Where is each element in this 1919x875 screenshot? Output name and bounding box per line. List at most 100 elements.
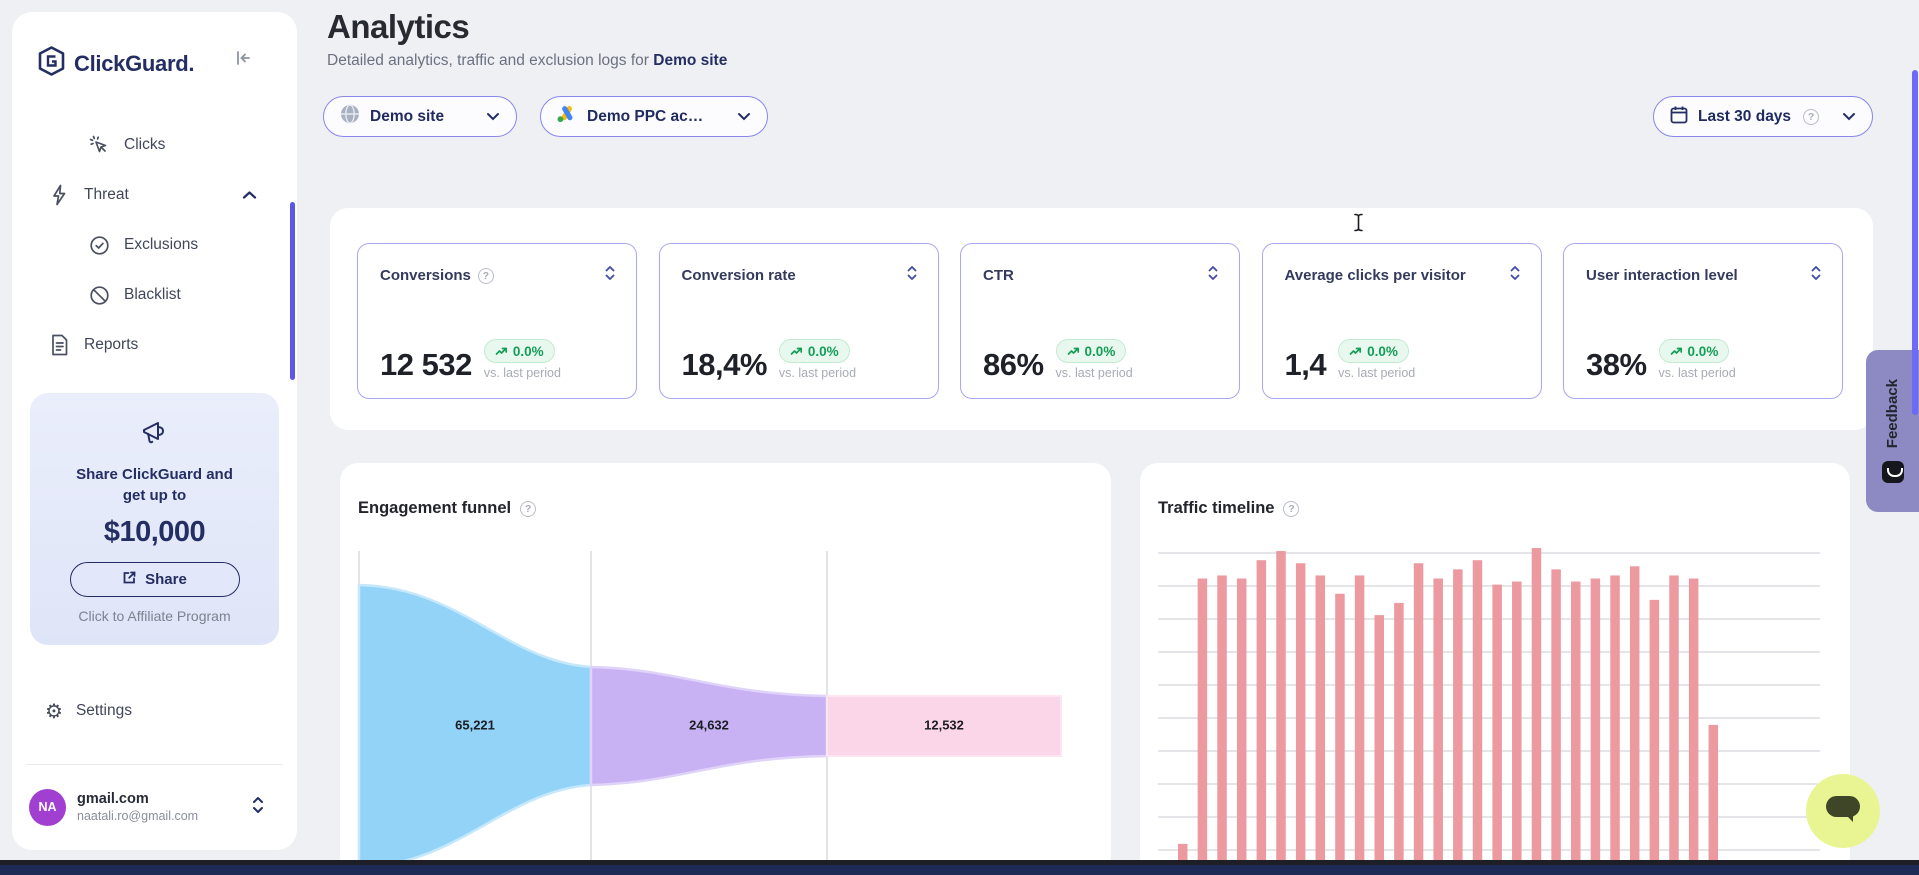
traffic-bar-10 — [1374, 615, 1384, 875]
sidebar-item-reports[interactable]: Reports — [12, 320, 297, 370]
promo-line2: get up to — [122, 487, 187, 504]
kpi-card-4: User interaction level 38% 0.0% vs. last pe… — [1563, 243, 1843, 399]
help-icon[interactable]: ? — [477, 267, 494, 284]
traffic-bar-15 — [1472, 560, 1483, 875]
kpi-delta-badge: 0.0% — [778, 339, 850, 363]
sidebar-item-blacklist[interactable]: Blacklist — [12, 270, 297, 320]
kpi-caption: vs. last period — [778, 366, 857, 380]
bottom-dock-bar — [0, 860, 1919, 875]
account-name: gmail.com — [77, 791, 149, 807]
traffic-bar-6 — [1295, 563, 1306, 875]
kpi-value: 12 532 — [380, 347, 472, 382]
kpi-card-2: CTR 86% 0.0% vs. last period — [960, 243, 1240, 399]
sidebar-item-label: Blacklist — [124, 286, 181, 303]
kpi-label: CTR — [983, 267, 1014, 284]
calendar-icon — [1670, 105, 1688, 129]
traffic-bar-26 — [1688, 578, 1699, 875]
kpi-value: 1,4 — [1284, 347, 1327, 382]
cursor-click-icon — [88, 134, 110, 156]
traffic-bar-8 — [1335, 593, 1345, 875]
chevron-updown-icon — [251, 794, 265, 821]
kpi-card-0: Conversions? 12 532 0.0% vs. last period — [357, 243, 637, 399]
site-selector[interactable]: Demo site — [323, 96, 517, 137]
chevron-down-icon — [1842, 108, 1856, 126]
chevron-down-icon — [737, 108, 751, 126]
traffic-bar-21 — [1590, 578, 1601, 875]
account-email: naatali.ro@gmail.com — [77, 809, 199, 823]
feedback-tab[interactable]: Feedback — [1866, 350, 1919, 512]
kpi-label: Conversion rate — [681, 267, 796, 284]
sort-icon[interactable] — [906, 264, 918, 287]
promo-amount: $10,000 — [103, 516, 206, 548]
funnel-title: Engagement funnel — [358, 499, 512, 517]
subtitle-site-name: Demo site — [653, 52, 728, 69]
sidebar-item-label: Reports — [84, 336, 139, 353]
account-switcher[interactable]: NA gmail.com naatali.ro@gmail.com — [12, 776, 297, 838]
sort-icon[interactable] — [1207, 264, 1219, 287]
traffic-bar-20 — [1571, 581, 1581, 875]
chat-launcher-button[interactable] — [1806, 774, 1880, 848]
traffic-bar-25 — [1669, 575, 1679, 875]
sidebar-scrollbar[interactable] — [290, 202, 295, 380]
sort-icon[interactable] — [604, 264, 616, 287]
kpi-panel: Conversions? 12 532 0.0% vs. last period Con… — [330, 208, 1873, 430]
help-icon[interactable]: ? — [1803, 108, 1820, 125]
funnel-value-1: 65,221 — [455, 717, 495, 733]
trend-up-icon — [1067, 344, 1080, 359]
date-range-selector[interactable]: Last 30 days ? — [1653, 96, 1873, 137]
badge-check-icon — [88, 234, 110, 256]
reports-icon — [48, 334, 70, 356]
sidebar-collapse-icon[interactable] — [234, 49, 252, 72]
kpi-label: User interaction level — [1586, 267, 1738, 284]
traffic-bar-2 — [1217, 575, 1227, 875]
traffic-bar-14 — [1453, 569, 1463, 875]
sort-icon[interactable] — [1509, 264, 1521, 287]
promo-caption: Click to Affiliate Program — [78, 608, 231, 624]
traffic-bar-3 — [1236, 578, 1247, 875]
share-button[interactable]: Share — [69, 562, 240, 597]
traffic-bar-17 — [1512, 581, 1522, 875]
affiliate-promo-card[interactable]: Share ClickGuard and get up to $10,000 S… — [30, 393, 279, 645]
kpi-value: 38% — [1586, 347, 1647, 382]
trend-up-icon — [1349, 344, 1362, 359]
brand-name: ClickGuard. — [74, 50, 195, 76]
kpi-caption: vs. last period — [1658, 366, 1736, 380]
sidebar-item-settings[interactable]: ⚙ Settings — [45, 700, 132, 723]
traffic-bar-11 — [1394, 602, 1404, 875]
traffic-bar-23 — [1629, 566, 1640, 875]
engagement-funnel-chart: 65,221 24,632 12,532 — [350, 543, 1090, 875]
page-scrollbar[interactable] — [1912, 70, 1918, 415]
trend-up-icon — [495, 344, 508, 359]
traffic-bar-4 — [1256, 560, 1267, 875]
kpi-label: Conversions — [380, 267, 471, 284]
sidebar-divider — [26, 764, 283, 765]
traffic-bar-5 — [1276, 551, 1286, 875]
sidebar-item-clicks[interactable]: Clicks — [12, 120, 297, 170]
funnel-value-2: 24,632 — [689, 717, 729, 733]
kpi-delta-badge: 0.0% — [1055, 339, 1127, 363]
traffic-bar-16 — [1492, 584, 1502, 875]
sort-icon[interactable] — [1810, 264, 1822, 287]
traffic-timeline-card: Traffic timeline ? — [1140, 463, 1850, 875]
traffic-bar-7 — [1315, 575, 1326, 875]
traffic-bar-12 — [1413, 563, 1424, 875]
trend-up-icon — [790, 344, 803, 359]
traffic-timeline-chart — [1158, 548, 1838, 875]
chevron-up-icon[interactable] — [242, 187, 257, 205]
sidebar-item-label: Threat — [84, 186, 129, 203]
sidebar-item-exclusions[interactable]: Exclusions — [12, 220, 297, 270]
sidebar-item-threat[interactable]: Threat — [12, 170, 297, 220]
feedback-smiley-icon — [1881, 460, 1904, 483]
traffic-bar-18 — [1531, 548, 1542, 875]
threat-icon — [48, 184, 70, 206]
traffic-title: Traffic timeline — [1158, 499, 1275, 517]
funnel-stage-3 — [826, 695, 1062, 757]
chevron-down-icon — [486, 108, 500, 126]
help-icon[interactable]: ? — [520, 500, 537, 517]
clickguard-logo-icon — [38, 46, 65, 81]
kpi-delta-badge: 0.0% — [1658, 339, 1730, 363]
help-icon[interactable]: ? — [1283, 500, 1300, 517]
chat-bubble-icon — [1824, 794, 1862, 829]
traffic-bar-24 — [1649, 599, 1660, 875]
ppc-account-selector[interactable]: Demo PPC ac… — [540, 96, 768, 137]
